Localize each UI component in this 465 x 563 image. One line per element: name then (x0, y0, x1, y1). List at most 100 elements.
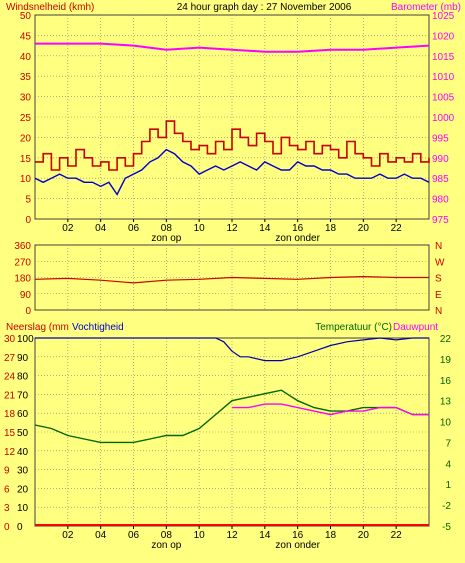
wind-direction-y-tick-label: 0 (25, 306, 31, 317)
x-tick-label: 22 (391, 223, 403, 234)
wind-direction-y-tick-label: 90 (20, 290, 32, 301)
temperature-axis-title: Temperatuur (°C) (315, 322, 392, 333)
wind-direction-y-tick-label: 360 (14, 241, 31, 252)
barometer-y-tick-label: 985 (432, 174, 449, 185)
temperature-y-tick-label: -2 (442, 501, 451, 512)
sunset-label: zon onder (275, 540, 320, 551)
x-tick-label: 02 (62, 223, 74, 234)
x-tick-label: 02 (62, 530, 74, 541)
x-tick-label: 06 (128, 223, 140, 234)
barometer-axis-title: Barometer (mb) (391, 2, 461, 13)
wind-y-tick-label: 10 (20, 174, 32, 185)
wind-direction-line (34, 275, 429, 284)
humidity-y-tick-label: 0 (17, 522, 23, 533)
barometer-y-tick-label: 1000 (432, 113, 455, 124)
chart-title: 24 hour graph day : 27 November 2006 (177, 2, 352, 13)
humidity-y-tick-label: 50 (17, 428, 29, 439)
wind-gust-line (35, 120, 430, 171)
wind-y-tick-label: 15 (20, 154, 32, 165)
rain-y-tick-label: 0 (4, 522, 10, 533)
x-tick-label: 18 (325, 223, 337, 234)
sunrise-label: zon op (151, 540, 181, 551)
temperature-y-tick-label: 16 (440, 376, 452, 387)
compass-tick-label: N (435, 241, 442, 252)
humidity-y-tick-label: 60 (17, 409, 29, 420)
x-tick-label: 10 (194, 530, 206, 541)
x-tick-label: 12 (226, 530, 238, 541)
wind-axis-title: Windsnelheid (kmh) (6, 2, 94, 13)
wind-direction-y-tick-label: 270 (14, 257, 31, 268)
wind-y-tick-label: 50 (20, 11, 32, 22)
rain-y-tick-label: 27 (4, 353, 16, 364)
rain-y-tick-label: 3 (4, 503, 10, 514)
x-tick-label: 14 (259, 530, 271, 541)
dewpoint-axis-title: Dauwpunt (393, 322, 438, 333)
sunrise-label: zon op (151, 233, 181, 244)
humidity-axis-title: Vochtigheid (72, 322, 124, 333)
x-tick-label: 18 (325, 530, 337, 541)
rain-y-tick-label: 6 (4, 484, 10, 495)
rain-y-tick-label: 30 (4, 334, 16, 345)
humidity-y-tick-label: 10 (17, 503, 29, 514)
barometer-y-tick-label: 1020 (432, 31, 455, 42)
rain-y-tick-label: 12 (4, 447, 16, 458)
x-tick-label: 10 (194, 223, 206, 234)
x-tick-label: 16 (292, 530, 304, 541)
compass-tick-label: S (435, 274, 442, 285)
barometer-y-tick-label: 1015 (432, 52, 455, 63)
x-tick-label: 22 (391, 530, 403, 541)
x-tick-label: 16 (292, 223, 304, 234)
temperature-y-tick-label: -5 (442, 522, 451, 533)
sunset-label: zon onder (275, 233, 320, 244)
wind-average-line (34, 148, 430, 196)
temperature-y-tick-label: 22 (440, 334, 452, 345)
x-tick-label: 20 (358, 530, 370, 541)
temperature-line (34, 389, 429, 444)
x-tick-label: 06 (128, 530, 140, 541)
humidity-y-tick-label: 80 (17, 372, 29, 383)
compass-tick-label: W (435, 257, 445, 268)
barometer-y-tick-label: 980 (432, 195, 449, 206)
wind-y-tick-label: 30 (20, 93, 32, 104)
barometer-line (35, 42, 430, 53)
x-tick-label: 04 (95, 223, 107, 234)
temperature-y-tick-label: 13 (440, 397, 452, 408)
barometer-y-tick-label: 990 (432, 154, 449, 165)
rain-axis-title: Neerslag (mm (6, 322, 69, 333)
x-tick-label: 20 (358, 223, 370, 234)
humidity-y-tick-label: 40 (17, 447, 29, 458)
compass-tick-label: E (435, 290, 442, 301)
humidity-y-tick-label: 30 (17, 466, 29, 477)
dewpoint-line (232, 403, 429, 416)
wind-barometer-panel: 0510152025303540455097598098599099510001… (20, 11, 455, 244)
temperature-y-tick-label: 10 (440, 418, 452, 429)
wind-y-tick-label: 20 (20, 133, 32, 144)
barometer-y-tick-label: 1010 (432, 72, 455, 83)
wind-y-tick-label: 5 (25, 195, 31, 206)
temperature-y-tick-label: 4 (445, 459, 451, 470)
humidity-y-tick-label: 70 (17, 390, 29, 401)
barometer-y-tick-label: 975 (432, 215, 449, 226)
rain-y-tick-label: 24 (4, 372, 16, 383)
humidity-line (35, 337, 429, 362)
x-tick-label: 08 (161, 530, 173, 541)
wind-direction-y-tick-label: 180 (14, 274, 31, 285)
wind-y-tick-label: 45 (20, 31, 32, 42)
barometer-y-tick-label: 995 (432, 133, 449, 144)
humidity-y-tick-label: 90 (17, 353, 29, 364)
temperature-y-tick-label: 1 (445, 480, 451, 491)
temperature-y-tick-label: 19 (440, 355, 452, 366)
x-tick-label: 12 (226, 223, 238, 234)
barometer-y-tick-label: 1025 (432, 11, 455, 22)
humidity-y-tick-label: 100 (17, 334, 34, 345)
x-tick-label: 04 (95, 530, 107, 541)
barometer-y-tick-label: 1005 (432, 93, 455, 104)
wind-y-tick-label: 35 (20, 72, 32, 83)
x-tick-label: 08 (161, 223, 173, 234)
wind-y-tick-label: 25 (20, 113, 32, 124)
x-tick-label: 14 (259, 223, 271, 234)
wind-y-tick-label: 0 (25, 215, 31, 226)
